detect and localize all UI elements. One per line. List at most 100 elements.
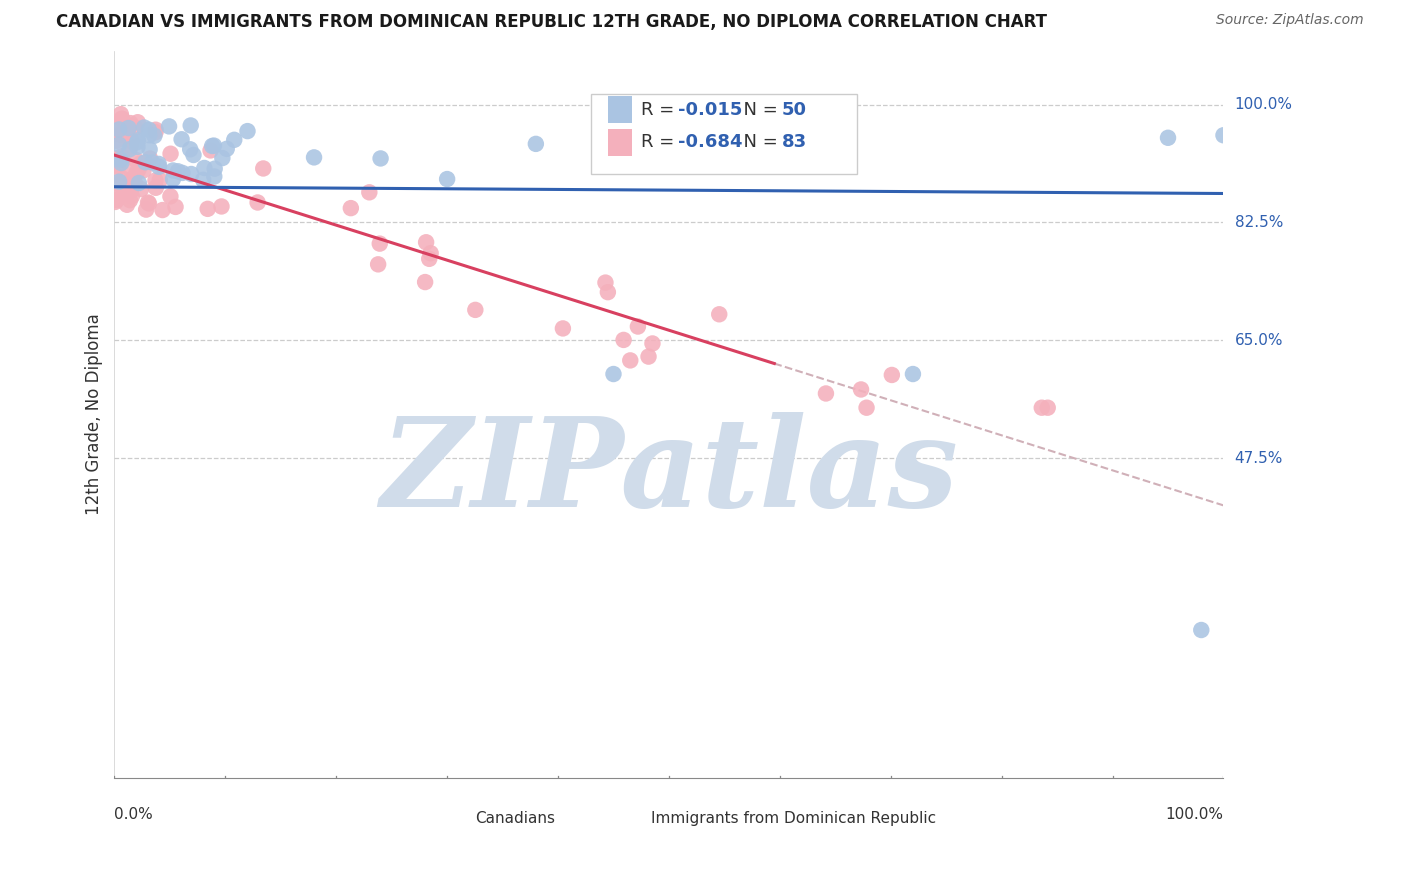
Point [152,202,174,217]
Point [855,401,877,415]
Text: -0.684: -0.684 [678,133,742,152]
Text: CANADIAN VS IMMIGRANTS FROM DOMINICAN REPUBLIC 12TH GRADE, NO DIPLOMA CORRELATIO: CANADIAN VS IMMIGRANTS FROM DOMINICAN RE… [56,13,1047,31]
Point [637,350,659,364]
Point [124,120,146,135]
Point [880,368,903,382]
Point [596,285,619,300]
Point [139,152,162,166]
Point [120,116,142,130]
Point [211,151,233,165]
Point [367,257,389,271]
Point [141,155,163,169]
FancyBboxPatch shape [624,807,644,830]
Point [197,202,219,216]
Point [108,175,131,189]
Point [165,200,187,214]
Point [148,160,170,174]
Point [108,122,131,136]
Text: 50: 50 [782,101,807,119]
Point [464,302,486,317]
Point [134,155,156,169]
Point [170,132,193,146]
Point [127,133,149,147]
Point [302,150,325,164]
Point [107,160,129,174]
Point [418,252,440,266]
Point [252,161,274,176]
Point [627,319,650,334]
Point [224,133,246,147]
Point [127,140,149,154]
FancyBboxPatch shape [607,128,633,156]
Point [204,161,226,176]
Point [112,183,135,197]
Point [105,122,128,136]
Point [201,139,224,153]
Point [115,186,138,201]
Point [340,201,363,215]
Point [246,195,269,210]
Point [108,137,131,152]
Point [202,138,225,153]
Point [118,119,141,133]
Point [120,138,142,153]
Point [136,195,159,210]
Point [114,124,136,138]
Point [120,162,142,177]
Point [127,135,149,149]
Text: 83: 83 [782,133,807,152]
Text: R =: R = [641,101,681,119]
Point [115,178,138,192]
Text: Immigrants from Dominican Republic: Immigrants from Dominican Republic [651,811,936,826]
Point [415,235,437,250]
Point [110,107,132,121]
Point [215,142,238,156]
Point [172,166,194,180]
Point [180,167,202,181]
Point [118,142,141,156]
Point [110,185,132,199]
Text: N =: N = [733,101,783,119]
FancyBboxPatch shape [607,95,633,123]
Point [193,161,215,175]
Point [117,127,139,141]
FancyBboxPatch shape [592,95,858,174]
Point [413,275,436,289]
Point [104,194,127,209]
Point [121,189,143,203]
Point [121,134,143,148]
Point [524,136,547,151]
Point [202,169,225,184]
Text: -0.015: -0.015 [678,101,742,119]
Point [162,172,184,186]
Text: Canadians: Canadians [475,811,555,826]
Point [595,276,617,290]
Point [211,199,233,213]
Text: 100.0%: 100.0% [1166,807,1223,822]
Point [118,174,141,188]
Point [125,166,148,180]
Text: N =: N = [733,133,783,152]
Point [436,172,458,186]
Point [613,333,636,347]
Point [180,119,202,133]
Point [183,148,205,162]
Point [157,120,180,134]
Point [129,182,152,196]
Point [419,246,441,260]
Point [641,336,664,351]
Point [127,115,149,129]
Point [901,367,924,381]
Point [619,353,641,368]
Point [602,367,624,381]
Point [1189,623,1212,637]
Point [162,163,184,178]
FancyBboxPatch shape [447,807,467,830]
Point [138,122,160,136]
Point [138,196,160,211]
Point [110,156,132,170]
Point [149,173,172,187]
Point [713,140,735,154]
Point [148,157,170,171]
Point [112,172,135,186]
